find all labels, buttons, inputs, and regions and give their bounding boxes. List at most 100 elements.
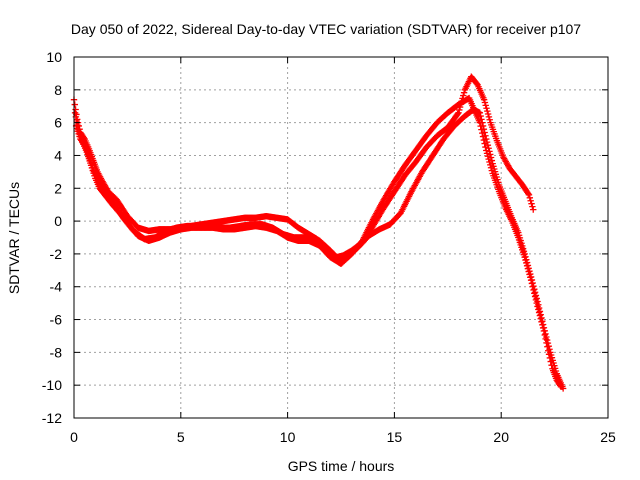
data-point [536, 308, 544, 315]
data-point [486, 148, 493, 155]
data-point [482, 132, 489, 139]
data-point [480, 96, 488, 103]
data-point [538, 314, 545, 322]
data-point [478, 116, 485, 123]
data-point [456, 106, 463, 114]
data-point [535, 304, 543, 312]
data-point [528, 276, 536, 284]
data-point [523, 259, 531, 266]
data-point [483, 105, 490, 112]
y-tick-label: -2 [50, 246, 63, 262]
x-axis-label: GPS time / hours [288, 458, 395, 474]
data-point [487, 151, 494, 158]
x-tick-label: 0 [70, 429, 78, 445]
data-point [533, 295, 540, 302]
data-point [559, 385, 567, 392]
y-tick-label: 0 [54, 213, 62, 229]
data-point [521, 250, 528, 258]
y-tick-label: -8 [50, 344, 63, 360]
series-track-c [72, 106, 567, 392]
data-point [529, 203, 536, 210]
axis-ticks [73, 56, 609, 419]
data-point [546, 346, 553, 353]
y-tick-label: 10 [46, 49, 62, 65]
data-point [484, 141, 492, 149]
y-tick-label: -4 [50, 279, 63, 295]
y-tick-label: 8 [54, 82, 62, 98]
data-point [530, 206, 537, 213]
x-tick-label: 10 [280, 429, 296, 445]
data-point [485, 113, 493, 121]
x-tick-label: 15 [387, 429, 403, 445]
data-point [481, 99, 489, 106]
data-point [525, 265, 532, 272]
data-point [488, 157, 496, 164]
data-point [522, 253, 529, 260]
data-point [544, 339, 552, 347]
x-tick-labels: 0 5 10 15 20 25 [70, 429, 616, 445]
chart-title: Day 050 of 2022, Sidereal Day-to-day VTE… [71, 21, 581, 37]
data-point [479, 119, 486, 126]
data-point [545, 343, 552, 350]
x-tick-label: 5 [177, 429, 185, 445]
data-point [460, 92, 467, 99]
data-point [486, 116, 493, 123]
y-tick-label: -6 [50, 312, 63, 328]
data-point [542, 330, 549, 338]
plot-frame [73, 56, 609, 419]
data-point [524, 262, 532, 269]
data-point [481, 129, 488, 136]
data-point [487, 154, 495, 161]
data-point [71, 109, 79, 116]
data-point [71, 101, 79, 108]
data-point [531, 289, 539, 296]
data-point [527, 197, 534, 204]
data-point [477, 112, 484, 120]
y-tick-label: -10 [42, 377, 62, 393]
y-tick-label: 4 [54, 147, 62, 163]
data-point [540, 324, 548, 331]
data-point [454, 110, 461, 118]
data-point [484, 107, 491, 115]
data-point [523, 256, 530, 263]
data-point [541, 327, 548, 335]
x-tick-label: 20 [493, 429, 509, 445]
data-point [531, 285, 538, 293]
data-point [527, 270, 534, 278]
y-tick-labels: -12 -10 -8 -6 -4 -2 0 2 4 6 8 10 [42, 49, 62, 426]
data-point [539, 321, 547, 328]
data-point [483, 138, 491, 146]
data-point [527, 273, 535, 281]
data-point [530, 282, 537, 290]
data-point [483, 135, 490, 143]
data-point [524, 190, 532, 197]
data-point [476, 109, 484, 116]
data-point [485, 145, 492, 152]
data-points [70, 73, 567, 392]
data-point [526, 267, 533, 275]
data-point [539, 317, 546, 325]
data-point [543, 333, 550, 341]
y-tick-label: 2 [54, 180, 62, 196]
data-point [543, 336, 551, 344]
data-point [525, 191, 533, 199]
data-point [484, 110, 492, 118]
data-point [455, 109, 462, 116]
data-point [528, 200, 535, 207]
y-tick-label: 6 [54, 115, 62, 131]
data-point [537, 311, 544, 318]
data-point [535, 301, 542, 308]
grid-lines [74, 57, 608, 418]
data-point [529, 279, 536, 287]
data-point [532, 292, 540, 299]
data-point [460, 89, 468, 96]
data-point [80, 141, 88, 148]
data-point [479, 122, 487, 130]
y-tick-label: -12 [42, 410, 62, 426]
data-point [534, 298, 541, 305]
x-tick-label: 25 [600, 429, 616, 445]
data-point [482, 102, 489, 109]
data-point [480, 126, 488, 133]
data-point [526, 194, 534, 201]
